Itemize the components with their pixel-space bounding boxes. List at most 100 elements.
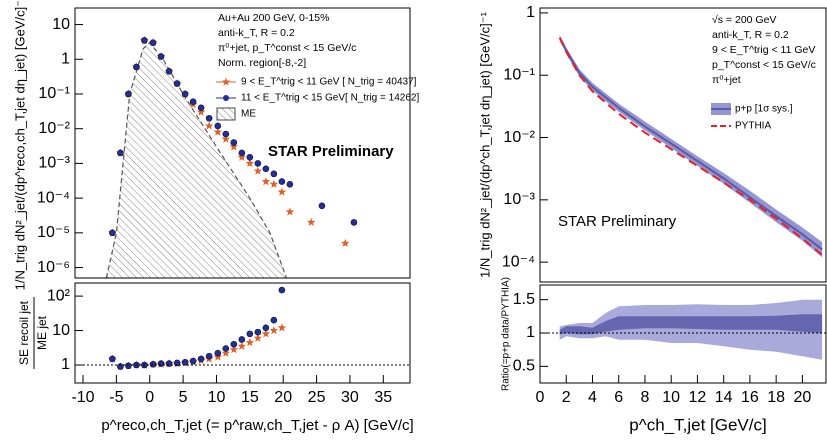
panel: 0.5 1 1.5 0 2 4 6 8 10 12 14 16 18 20 p^ch_T,jet [GeV/… [501, 277, 827, 434]
y-tick-label: 1 [526, 4, 535, 21]
y-tick-label: 10² [47, 287, 71, 304]
circle-marker [238, 149, 246, 157]
legend-label: ME [241, 109, 256, 120]
star-marker [269, 326, 279, 335]
star-marker [261, 177, 271, 186]
circle-marker [197, 355, 205, 363]
frame [74, 7, 411, 279]
circle-marker [230, 340, 238, 348]
circle-marker [149, 39, 157, 47]
circle-marker [117, 149, 124, 157]
x-tick-label: -10 [71, 389, 94, 406]
x-tick-label: 4 [588, 389, 597, 406]
star-marker [229, 142, 239, 151]
y-tick-label: 10⁻³ [38, 155, 70, 172]
annotation: √s = 200 GeV [712, 14, 776, 26]
circle-marker [157, 360, 165, 367]
circle-marker [149, 360, 157, 368]
circle-marker [173, 80, 181, 87]
x-tick-label: 18 [767, 389, 785, 406]
star-marker [277, 323, 287, 332]
circle-marker [157, 53, 165, 60]
x-tick-label: 2 [562, 389, 571, 406]
y-tick-label: 0.5 [513, 358, 535, 375]
y-tick-label: 10⁻¹ [503, 66, 535, 83]
y-tick-label: 1 [526, 324, 535, 341]
star-marker [196, 107, 206, 116]
y-axis-label: Ratio(=p+p data/PYTHIA) [501, 277, 512, 391]
legend-label: p+p [1σ sys.] [735, 104, 793, 115]
circle-marker [165, 68, 173, 75]
annotation: anti-k_T, R = 0.2 [712, 29, 789, 41]
circle-marker [109, 229, 116, 237]
circle-marker [270, 170, 278, 178]
y-tick-label: 10 [52, 322, 70, 339]
x-tick-label: 25 [308, 389, 326, 406]
y-tick-label: 1.5 [513, 291, 535, 308]
circle-marker [350, 219, 358, 226]
x-tick-label: 35 [374, 389, 392, 406]
legend-label: 9 < E_T^trig < 11 GeV [ N_trig = 40437] [241, 77, 417, 88]
y-tick-label: 10⁻² [38, 120, 70, 137]
x-tick-label: 16 [741, 389, 759, 406]
circle-marker [246, 330, 254, 338]
circle-marker [133, 63, 140, 71]
circle-marker [222, 345, 230, 352]
circle-marker [270, 316, 278, 324]
circle-marker [141, 37, 148, 44]
x-tick-label: 15 [241, 389, 259, 406]
circle-marker [238, 336, 246, 343]
circle-marker [165, 360, 173, 367]
plot-area [105, 35, 358, 278]
y-tick-label: 10⁻⁶ [37, 259, 70, 276]
band [559, 299, 823, 360]
star-marker [341, 238, 350, 247]
x-tick-label: 0 [145, 389, 154, 406]
annotation: Au+Au 200 GeV, 0-15% [218, 12, 329, 24]
star-marker [221, 134, 231, 143]
circle-marker [230, 139, 238, 146]
y-tick-label: 1 [61, 356, 70, 373]
annotation: Norm. region[-8,-2] [218, 57, 306, 69]
plot-area [558, 35, 823, 258]
circle-marker [254, 160, 262, 167]
circle-marker [181, 90, 189, 98]
circle-marker [286, 181, 294, 188]
y-tick-label: 10⁻⁵ [37, 224, 70, 241]
star-marker [277, 187, 287, 196]
line [558, 37, 823, 256]
circle-marker [214, 349, 222, 357]
star-marker [269, 179, 279, 188]
x-tick-label: 12 [689, 389, 707, 406]
circle-marker [181, 358, 189, 366]
x-tick-label: 30 [341, 389, 359, 406]
band-center [558, 37, 823, 251]
frame [539, 284, 827, 384]
circle-marker [125, 90, 132, 98]
star-marker [285, 207, 295, 216]
y-axis-label: ME jet [35, 315, 49, 350]
legend-label: 11 < E_T^trig < 15 GeV[ N_trig = 14262] [241, 93, 419, 104]
watermark: STAR Preliminary [558, 213, 677, 230]
y-tick-label: 10⁻¹ [38, 85, 70, 102]
circle-marker [214, 122, 222, 130]
star-marker [213, 127, 223, 136]
band [559, 314, 823, 335]
star-marker [245, 158, 255, 168]
plot-area [559, 299, 823, 360]
y-tick-label: 10⁻³ [503, 191, 535, 208]
x-tick-label: -5 [109, 389, 123, 406]
star-marker [237, 341, 247, 350]
star-marker [307, 217, 316, 226]
circle-marker [205, 114, 213, 122]
circle-marker [278, 178, 286, 185]
x-tick-label: 14 [715, 389, 733, 406]
annotation: p_T^const < 15 GeV/c [712, 59, 816, 71]
y-tick-label: 10⁻² [503, 129, 535, 146]
star-marker [245, 338, 255, 347]
legend-marker [221, 77, 231, 86]
star-marker [253, 333, 263, 342]
x-axis-label: p^ch_T,jet [GeV/c] [629, 415, 766, 434]
panel: 1 10 10² -10 -5 0 5 10 15 20 25 30 35 p^reco,ch_T,jet… [17, 282, 414, 434]
x-axis-label: p^reco,ch_T,jet (= p^raw,ch_T,jet - ρ A)… [101, 417, 413, 434]
